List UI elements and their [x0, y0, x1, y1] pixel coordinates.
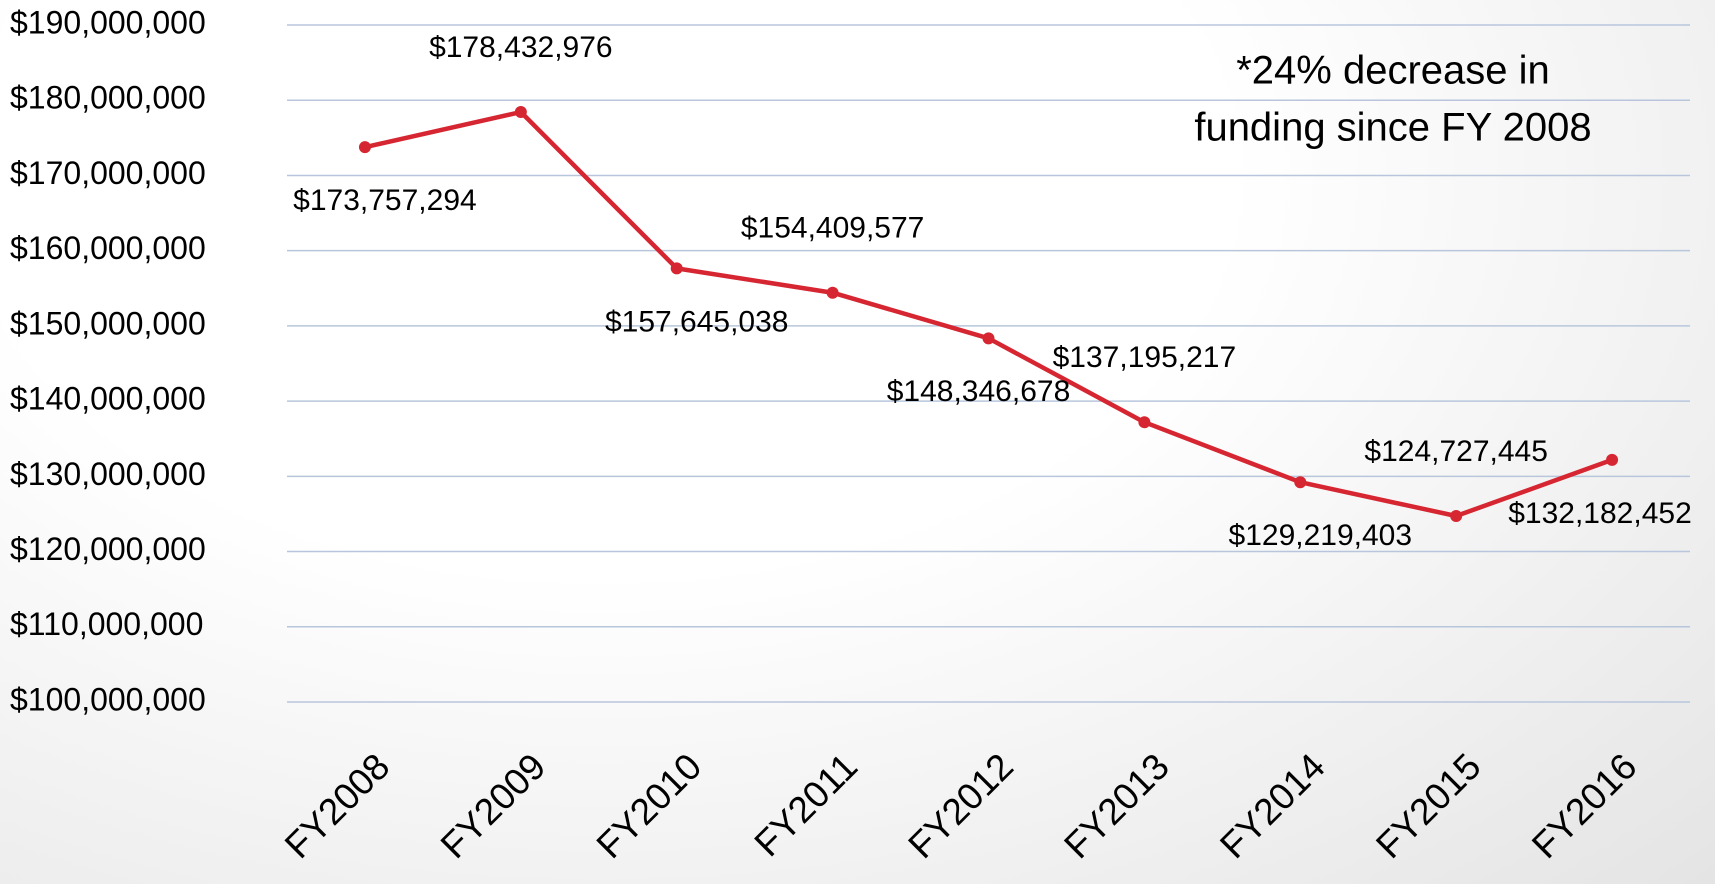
x-tick-label: FY2016 [1524, 746, 1645, 867]
x-tick-label: FY2011 [746, 746, 865, 865]
y-tick-label: $120,000,000 [10, 531, 206, 567]
point [1450, 509, 1463, 522]
point [1606, 453, 1619, 466]
y-tick-label: $180,000,000 [10, 80, 206, 116]
x-tick-label: FY2009 [433, 746, 554, 867]
y-tick-label: $150,000,000 [10, 305, 206, 341]
value-label: $154,409,577 [741, 212, 925, 245]
value-label: $129,219,403 [1229, 519, 1413, 552]
y-tick-label: $110,000,000 [10, 606, 203, 642]
x-tick-label: FY2014 [1212, 746, 1333, 867]
point [670, 262, 683, 275]
point [982, 332, 995, 345]
y-tick-label: $140,000,000 [10, 381, 206, 417]
value-label: $124,727,445 [1364, 435, 1548, 468]
y-tick-label: $190,000,000 [10, 4, 206, 40]
point [1138, 416, 1151, 429]
point [358, 141, 371, 154]
y-tick-label: $160,000,000 [10, 230, 206, 266]
x-tick-label: FY2013 [1056, 746, 1177, 867]
x-tick-label: FY2012 [900, 746, 1021, 867]
y-tick-label: $100,000,000 [10, 681, 206, 717]
x-tick-label: FY2008 [277, 746, 398, 867]
x-tick-label: FY2010 [589, 746, 710, 867]
value-label: $148,346,678 [887, 375, 1071, 408]
point [514, 106, 527, 119]
value-label: $173,757,294 [293, 184, 477, 217]
value-label: $137,195,217 [1053, 341, 1237, 374]
y-tick-label: $170,000,000 [10, 155, 206, 191]
point [1294, 476, 1307, 489]
annotation: *24% decrease in [1236, 49, 1550, 93]
annotation: funding since FY 2008 [1194, 106, 1591, 150]
value-label: $178,432,976 [429, 31, 613, 64]
x-tick-label: FY2015 [1368, 746, 1489, 867]
y-tick-label: $130,000,000 [10, 456, 206, 492]
value-label: $132,182,452 [1508, 497, 1692, 530]
value-label: $157,645,038 [605, 305, 789, 338]
point [826, 286, 839, 299]
